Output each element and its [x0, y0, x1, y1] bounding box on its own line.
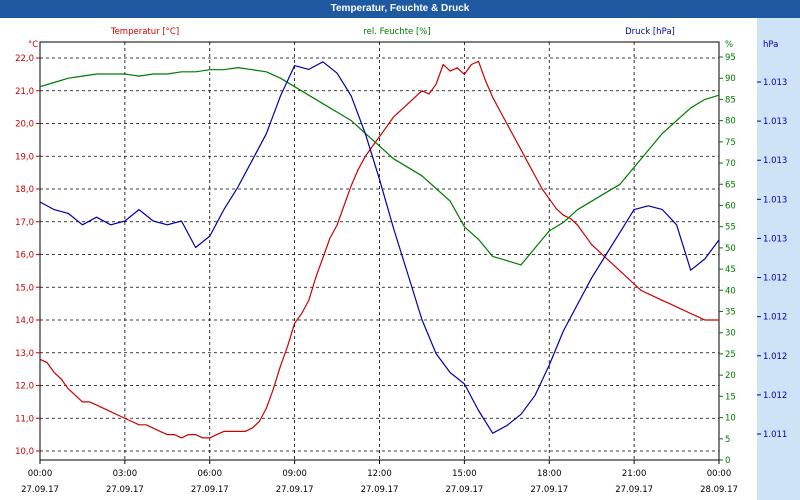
temp-tick-label: 11,0 [15, 414, 34, 424]
humidity-tick-label: 85 [725, 95, 736, 105]
right-axis-band [757, 18, 800, 500]
temp-tick-label: 16,0 [15, 251, 34, 261]
x-tick-time-label: 00:00 [28, 469, 53, 479]
x-tick-date-label: 27.09.17 [191, 485, 229, 495]
pressure-line [39, 61, 720, 434]
humidity-line [39, 66, 720, 266]
humidity-tick-label: 65 [725, 180, 736, 190]
humidity-tick-label: 50 [725, 244, 736, 254]
temp-tick-label: 17,0 [15, 218, 34, 228]
humidity-tick-label: 45 [725, 265, 736, 275]
x-tick-time-label: 21:00 [622, 469, 647, 479]
pressure-tick-label: 1.012 [763, 352, 787, 362]
humidity-tick-label: 5 [725, 435, 730, 445]
x-tick-time-label: 06:00 [198, 469, 223, 479]
x-tick-time-label: 00:00 [707, 469, 732, 479]
pressure-tick-label: 1.013 [763, 234, 787, 244]
humidity-tick-label: 25 [725, 350, 736, 360]
humidity-tick-label: 55 [725, 223, 736, 233]
x-tick-time-label: 18:00 [537, 469, 562, 479]
humidity-tick-label: 0 [725, 456, 730, 466]
temp-tick-label: 22,0 [15, 54, 34, 64]
x-tick-time-label: 15:00 [452, 469, 477, 479]
pressure-unit-label: hPa [763, 40, 778, 50]
humidity-tick-label: 15 [725, 392, 736, 402]
humidity-tick-label: 95 [725, 53, 736, 63]
humidity-tick-label: 40 [725, 286, 736, 296]
x-tick-date-label: 27.09.17 [445, 485, 483, 495]
pressure-tick-label: 1.013 [763, 195, 787, 205]
temp-unit-label: °C [28, 40, 38, 50]
temp-tick-label: 15,0 [15, 283, 34, 293]
x-tick-date-label: 27.09.17 [276, 485, 314, 495]
temperature-line [39, 60, 719, 439]
temp-tick-label: 13,0 [15, 349, 34, 359]
humidity-tick-label: 70 [725, 159, 736, 169]
temp-axis-title: Temperatur [°C] [110, 27, 179, 37]
humidity-tick-label: 10 [725, 414, 736, 424]
chart-title: Temperatur, Feuchte & Druck [0, 0, 800, 18]
pressure-axis-title: Druck [hPa] [625, 27, 675, 37]
humidity-tick-label: 20 [725, 371, 736, 381]
pressure-tick-label: 1.011 [763, 430, 787, 440]
humidity-tick-label: 60 [725, 201, 736, 211]
x-tick-time-label: 09:00 [282, 469, 307, 479]
temp-tick-label: 10,0 [15, 447, 34, 457]
pressure-tick-label: 1.013 [763, 117, 787, 127]
x-tick-date-label: 27.09.17 [615, 485, 653, 495]
humidity-axis-title: rel. Feuchte [%] [363, 27, 430, 37]
humidity-tick-label: 75 [725, 138, 736, 148]
humidity-tick-label: 30 [725, 329, 736, 339]
humidity-unit-label: % [725, 40, 733, 50]
x-tick-date-label: 27.09.17 [21, 485, 59, 495]
x-tick-time-label: 12:00 [367, 469, 392, 479]
x-tick-time-label: 03:00 [113, 469, 138, 479]
pressure-tick-label: 1.013 [763, 156, 787, 166]
pressure-tick-label: 1.013 [763, 78, 787, 88]
temp-tick-label: 20,0 [15, 120, 34, 130]
x-tick-date-label: 28.09.17 [700, 485, 738, 495]
pressure-tick-label: 1.012 [763, 274, 787, 284]
humidity-tick-label: 90 [725, 74, 736, 84]
temp-tick-label: 18,0 [15, 185, 34, 195]
humidity-tick-label: 35 [725, 308, 736, 318]
x-tick-date-label: 27.09.17 [530, 485, 568, 495]
temp-tick-label: 14,0 [15, 316, 34, 326]
x-tick-date-label: 27.09.17 [361, 485, 399, 495]
x-tick-date-label: 27.09.17 [106, 485, 144, 495]
temp-tick-label: 21,0 [15, 87, 34, 97]
temp-tick-label: 19,0 [15, 152, 34, 162]
humidity-tick-label: 80 [725, 117, 736, 127]
pressure-tick-label: 1.012 [763, 313, 787, 323]
pressure-tick-label: 1.012 [763, 391, 787, 401]
temp-tick-label: 12,0 [15, 382, 34, 392]
